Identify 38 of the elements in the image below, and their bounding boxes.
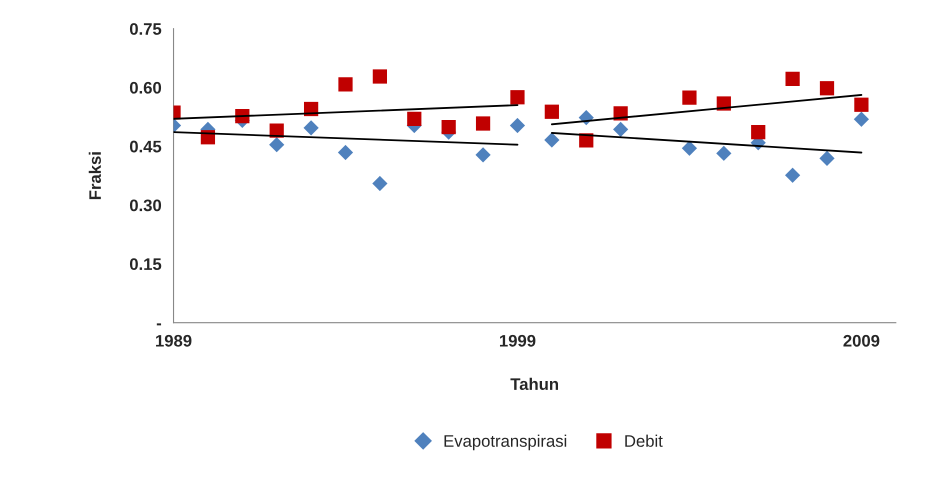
legend-label: Evapotranspirasi [444,434,566,450]
x-axis-title: Tahun [510,378,558,390]
point [785,168,800,183]
y-axis-title: Fraksi [88,152,101,200]
point [510,118,526,134]
point [819,150,835,166]
point [751,125,766,140]
point [544,132,560,148]
point [338,77,353,92]
point [407,112,422,126]
point [476,116,490,131]
x-tick-label: 1989 [156,334,192,347]
point [854,112,870,127]
point [854,98,869,112]
x-tick-label: 2009 [843,334,880,347]
legend-label: Debit [625,434,663,447]
x-tick-label: 1999 [500,334,536,347]
point [303,120,319,136]
y-tick-label: 0.45 [130,140,162,152]
point [442,120,456,134]
point [682,90,697,105]
y-tick-label: 0.60 [130,82,162,94]
point [475,147,491,162]
point [544,104,559,119]
point [510,90,525,104]
y-tick-label: 0.75 [130,23,162,35]
y-tick-label: - [156,323,162,326]
point [682,140,698,156]
point [372,69,388,84]
point [372,176,388,192]
point [338,144,354,160]
point [269,137,284,152]
point [820,81,834,96]
point [785,72,800,86]
y-tick-label: 0.15 [130,258,162,270]
y-tick-label: 0.30 [130,199,162,212]
point [613,122,628,138]
point [716,146,732,161]
